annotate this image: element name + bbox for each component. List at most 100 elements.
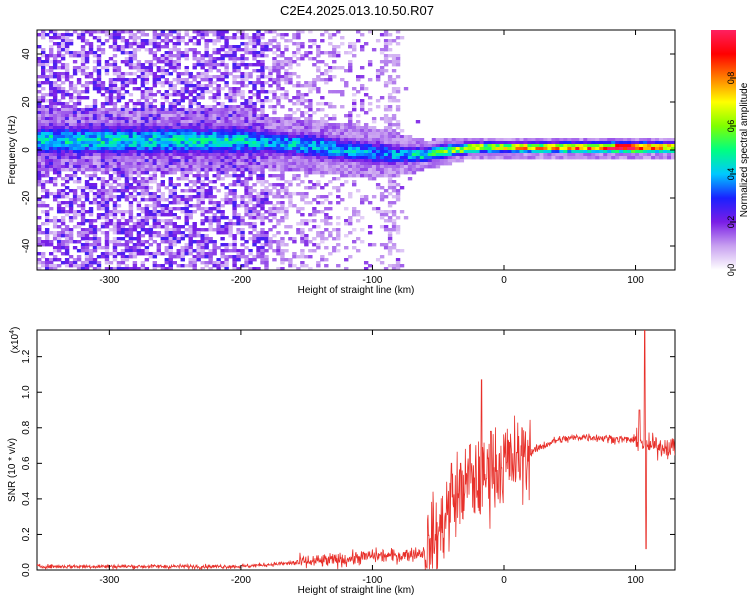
heatmap-cell [160,75,165,79]
heatmap-cell [80,90,86,94]
heatmap-cell [160,30,165,34]
heatmap-cell [503,141,508,145]
heatmap-cell [168,132,173,136]
heatmap-cell [164,51,169,55]
heatmap-cell [76,210,82,214]
heatmap-cell [256,192,261,196]
heatmap-cell [272,192,277,196]
heatmap-cell [328,42,333,46]
heatmap-cell [236,228,241,232]
heatmap-cell [304,132,309,136]
heatmap-cell [359,168,365,172]
heatmap-cell [555,144,560,148]
heatmap-cell [132,33,138,37]
heatmap-cell [96,228,102,232]
heatmap-cell [356,120,361,124]
heatmap-cell [92,78,98,82]
heatmap-cell [260,102,265,106]
heatmap-cell [172,129,177,133]
heatmap-cell [292,135,297,139]
heatmap-cell [164,252,169,256]
heatmap-cell [260,51,265,55]
heatmap-cell [220,63,225,67]
heatmap-cell [212,93,217,97]
heatmap-cell [64,66,70,70]
heatmap-cell [52,180,58,184]
heatmap-cell [80,207,86,211]
heatmap-cell [367,171,373,175]
heatmap-cell [168,129,173,133]
heatmap-cell [427,153,433,157]
heatmap-cell [391,246,397,250]
heatmap-cell [324,144,329,148]
heatmap-cell [120,60,126,64]
heatmap-cell [200,168,205,172]
heatmap-cell [288,126,293,130]
heatmap-cell [252,84,257,88]
heatmap-cell [144,171,150,175]
heatmap-cell [184,111,189,115]
heatmap-cell [48,243,54,247]
heatmap-cell [328,144,333,148]
heatmap-cell [120,189,126,193]
heatmap-cell [248,63,253,67]
heatmap-cell [188,102,193,106]
heatmap-cell [487,147,492,151]
heatmap-cell [172,159,177,163]
heatmap-cell [236,219,241,223]
heatmap-cell [379,243,385,247]
heatmap-cell [132,123,138,127]
heatmap-cell [160,192,165,196]
heatmap-cell [148,114,154,118]
heatmap-cell [40,105,46,109]
heatmap-cell [316,225,321,229]
heatmap-cell [37,228,42,232]
heatmap-cell [543,156,548,160]
heatmap-cell [37,96,42,100]
heatmap-cell [156,45,162,49]
heatmap-cell [352,141,357,145]
heatmap-cell [252,222,257,226]
heatmap-cell [140,138,146,142]
heatmap-cell [244,75,249,79]
heatmap-cell [204,255,209,259]
heatmap-cell [40,60,46,64]
heatmap-cell [60,33,66,37]
heatmap-cell [256,138,261,142]
heatmap-cell [268,156,273,160]
heatmap-cell [375,72,381,76]
heatmap-cell [44,231,50,235]
heatmap-cell [136,30,142,34]
heatmap-cell [240,96,245,100]
heatmap-cell [72,132,78,136]
heatmap-cell [228,51,233,55]
heatmap-cell [104,132,110,136]
heatmap-cell [68,132,74,136]
heatmap-cell [120,126,126,130]
heatmap-cell [224,168,229,172]
heatmap-cell [220,105,225,109]
heatmap-cell [104,165,110,169]
heatmap-cell [116,99,122,103]
heatmap-cell [423,150,429,154]
heatmap-cell [204,192,209,196]
heatmap-cell [511,138,516,142]
heatmap-cell [68,87,74,91]
heatmap-cell [236,231,241,235]
heatmap-cell [308,249,313,253]
heatmap-cell [120,237,126,241]
heatmap-cell [188,213,193,217]
heatmap-cell [200,246,205,250]
heatmap-cell [336,153,341,157]
heatmap-cell [124,81,130,85]
heatmap-cell [511,147,516,151]
heatmap-cell [108,81,114,85]
heatmap-cell [132,156,138,160]
heatmap-cell [112,120,118,124]
heatmap-cell [395,138,401,142]
heatmap-cell [260,177,265,181]
heatmap-cell [144,240,150,244]
heatmap-cell [491,156,496,160]
heatmap-cell [48,69,54,73]
heatmap-cell [308,30,313,34]
